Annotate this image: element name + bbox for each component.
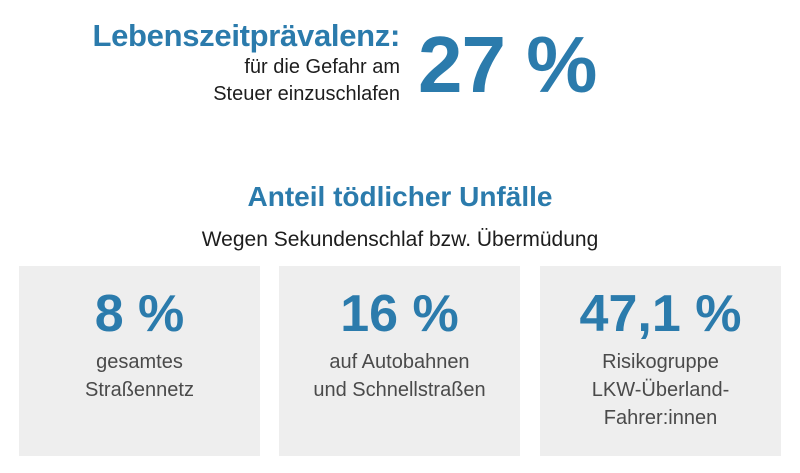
stat-card-description: Risikogruppe LKW-Überland- Fahrer:innen (540, 348, 781, 432)
stat-card-description-line: Straßennetz (85, 379, 194, 401)
stat-card-road-network: 8 % gesamtes Straßennetz (19, 266, 260, 456)
prevalence-label: Lebenszeitprävalenz: für die Gefahr am S… (92, 18, 400, 108)
stat-card-highways: 16 % auf Autobahnen und Schnellstraßen (279, 266, 520, 456)
stat-cards: 8 % gesamtes Straßennetz 16 % auf Autoba… (19, 266, 781, 456)
stat-card-value: 16 % (340, 285, 459, 343)
prevalence-subtitle: für die Gefahr am Steuer einzuschlafen (92, 54, 400, 108)
prevalence-title: Lebenszeitprävalenz: (92, 18, 400, 53)
prevalence-subtitle-line: Steuer einzuschlafen (213, 83, 400, 105)
section-subtitle: Wegen Sekundenschlaf bzw. Übermüdung (201, 228, 599, 251)
stat-card-description-line: Fahrer:innen (603, 407, 718, 429)
stat-card-description-line: Risikogruppe (602, 351, 719, 373)
stat-card-description: auf Autobahnen und Schnellstraßen (279, 348, 520, 404)
stat-card-value: 8 % (94, 285, 185, 343)
stat-card-description-line: gesamtes (96, 351, 183, 373)
section-title: Anteil tödlicher Unfälle (247, 181, 553, 212)
prevalence-subtitle-line: für die Gefahr am (244, 56, 400, 78)
stat-card-description: gesamtes Straßennetz (19, 348, 260, 404)
prevalence-value: 27 % (418, 20, 597, 109)
stat-card-description-line: auf Autobahnen (329, 351, 470, 373)
stat-card-description-line: und Schnellstraßen (313, 379, 486, 401)
stat-card-truck-drivers: 47,1 % Risikogruppe LKW-Überland- Fahrer… (540, 266, 781, 456)
prevalence-section: Lebenszeitprävalenz: für die Gefahr am S… (0, 0, 800, 150)
stat-card-value: 47,1 % (579, 285, 742, 343)
stat-card-description-line: LKW-Überland- (591, 379, 730, 401)
